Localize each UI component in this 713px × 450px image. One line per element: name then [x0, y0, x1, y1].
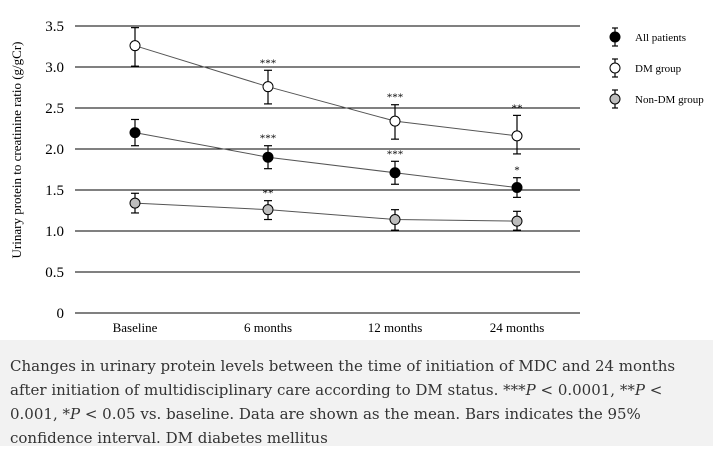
data-point-non-dm-group-6-months: [262, 204, 274, 216]
series-non-dm-group: **: [129, 188, 523, 231]
data-point-dm-group-baseline: [129, 40, 141, 52]
significance-all-patients-6-months: ***: [260, 133, 277, 145]
series-line-dm-group: [134, 45, 518, 137]
legend: All patients DM group Non-DM group: [609, 27, 704, 109]
p-letter-1: P: [525, 381, 536, 399]
significance-all-patients-24-months: *: [514, 165, 520, 177]
legend-marker-all-patients: [609, 31, 621, 43]
data-point-all-patients-12-months: [389, 167, 401, 179]
sig1-marker: *: [62, 405, 70, 423]
y-tick-label-3-0: 3.0: [45, 60, 64, 76]
data-point-dm-group-6-months: [262, 81, 274, 93]
legend-marker-non-dm-group: [609, 93, 621, 105]
caption-area: Changes in urinary protein levels betwee…: [0, 340, 713, 447]
x-tick-label-6-months: 6 months: [244, 320, 292, 335]
cond2: < 0.001,: [10, 381, 663, 423]
y-axis-ticks: 0 0.5 1.0 1.5 2.0 2.5 3.0 3.5: [45, 19, 64, 322]
data-point-non-dm-group-baseline: [129, 197, 141, 209]
x-tick-label-24-months: 24 months: [490, 320, 545, 335]
x-axis-ticks: Baseline 6 months 12 months 24 months: [113, 320, 545, 335]
significance-dm-group-12-months: ***: [387, 92, 404, 104]
y-tick-label-0-5: 0.5: [45, 265, 64, 281]
significance-all-patients-12-months: ***: [387, 148, 404, 160]
series-dm-group: ********: [129, 27, 523, 155]
sig2-marker: **: [619, 381, 635, 399]
series-line-all-patients: [134, 132, 518, 189]
y-tick-label-0: 0: [57, 306, 65, 322]
x-tick-label-baseline: Baseline: [113, 320, 158, 335]
sig3-marker: ***: [503, 381, 526, 399]
data-point-non-dm-group-12-months: [389, 214, 401, 226]
y-tick-label-3-5: 3.5: [45, 19, 64, 35]
caption-part2: vs. baseline. Data are shown as the mean…: [10, 405, 641, 447]
legend-item-dm-group: DM group: [609, 58, 682, 78]
data-point-dm-group-24-months: [511, 130, 523, 142]
figure-caption: Changes in urinary protein levels betwee…: [10, 354, 710, 450]
significance-dm-group-24-months: **: [512, 102, 523, 114]
series-line-non-dm-group: [134, 202, 518, 222]
y-tick-label-1-5: 1.5: [45, 183, 64, 199]
data-point-non-dm-group-24-months: [511, 215, 523, 227]
data-point-dm-group-12-months: [389, 115, 401, 127]
significance-dm-group-6-months: ***: [260, 57, 277, 69]
line-chart: 0 0.5 1.0 1.5 2.0 2.5 3.0 3.5 Baseline 6 months 1…: [9, 19, 704, 335]
data-point-all-patients-24-months: [511, 182, 523, 194]
significance-non-dm-group-6-months: **: [263, 188, 274, 200]
p-letter-3: P: [69, 405, 81, 423]
y-axis-label: Urinary protein to creatinine ratio (g/g…: [9, 42, 24, 259]
caption-part1: Changes in urinary protein levels betwee…: [10, 357, 676, 399]
y-tick-label-1-0: 1.0: [45, 224, 64, 240]
y-tick-label-2-0: 2.0: [45, 142, 64, 158]
legend-item-all-patients: All patients: [609, 27, 686, 47]
legend-label-all-patients: All patients: [635, 32, 686, 44]
y-tick-label-2-5: 2.5: [45, 101, 64, 117]
series-layer: *****************: [129, 27, 523, 231]
data-point-all-patients-baseline: [129, 127, 141, 139]
p-letter-2: P: [634, 381, 645, 399]
x-tick-label-12-months: 12 months: [368, 320, 423, 335]
legend-item-non-dm-group: Non-DM group: [609, 89, 704, 109]
data-point-all-patients-6-months: [262, 151, 274, 163]
legend-label-non-dm-group: Non-DM group: [635, 94, 704, 106]
gridlines: [75, 25, 580, 314]
legend-label-dm-group: DM group: [635, 63, 682, 75]
cond1: < 0.05: [80, 405, 136, 423]
legend-marker-dm-group: [609, 62, 621, 74]
figure: 0 0.5 1.0 1.5 2.0 2.5 3.0 3.5 Baseline 6 months 1…: [9, 19, 705, 335]
series-all-patients: *******: [129, 118, 523, 198]
cond3: < 0.0001,: [535, 381, 620, 399]
